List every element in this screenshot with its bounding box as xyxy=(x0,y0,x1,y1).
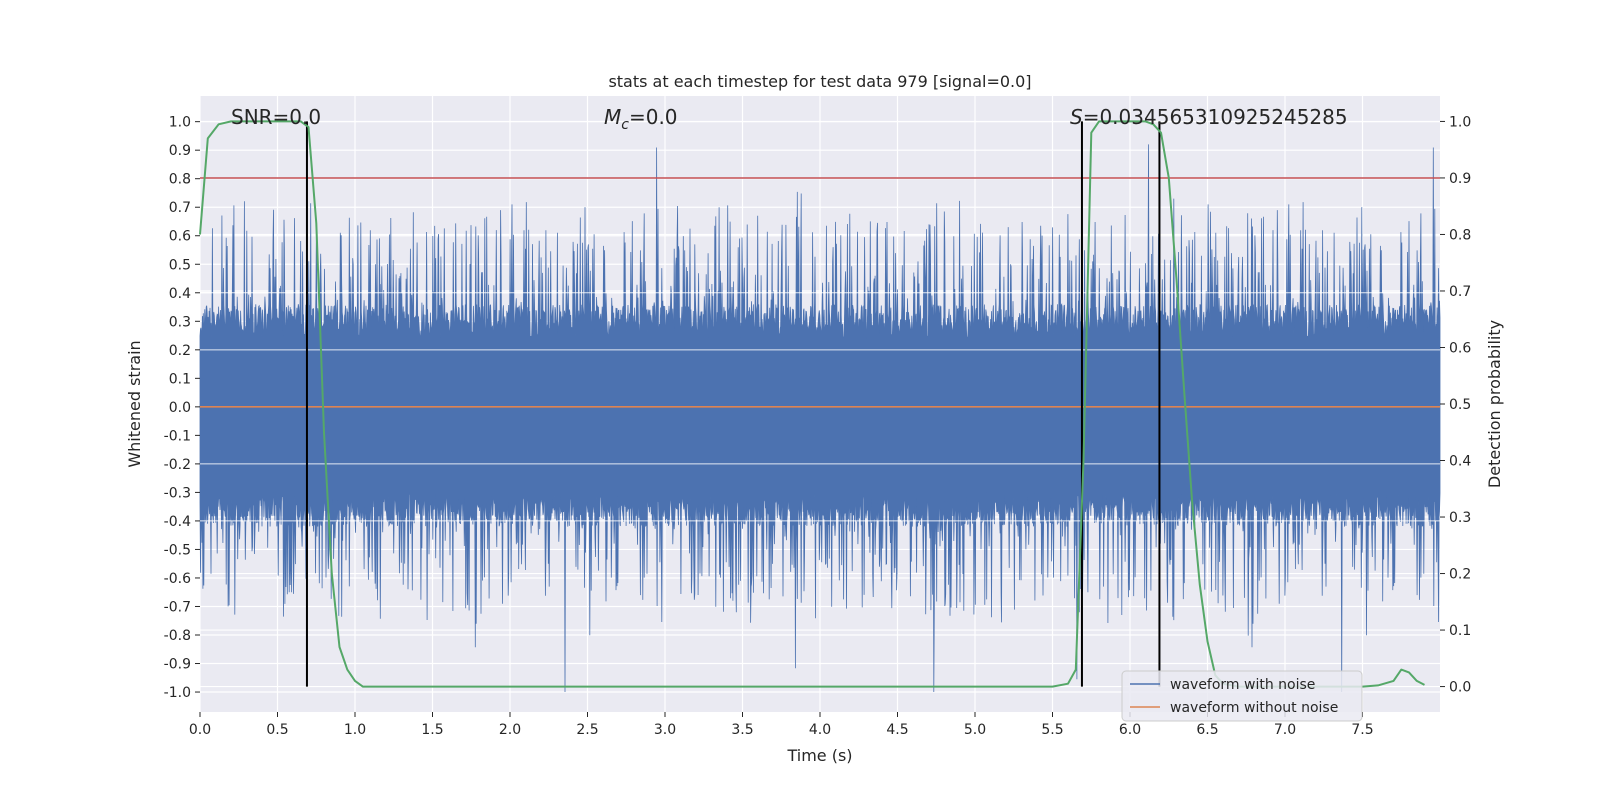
x-tick-label: 5.5 xyxy=(1041,722,1063,738)
y2-tick-label: 0.3 xyxy=(1449,510,1471,526)
vertical-lines xyxy=(305,121,1161,687)
y-tick-label: -0.9 xyxy=(164,657,191,673)
y-tick-label: 1.0 xyxy=(169,115,191,131)
y-axis-label: Whitened strain xyxy=(125,340,144,467)
y-tick-label: 0.6 xyxy=(169,229,191,245)
y-tick-label: 0.9 xyxy=(169,143,191,159)
y-tick-label: -0.4 xyxy=(164,514,191,530)
legend-label-waveform-without-noise: waveform without noise xyxy=(1170,700,1338,716)
mc-annotation: Mc=0.0 xyxy=(604,105,678,133)
y2-axis-label: Detection probability xyxy=(1485,320,1504,488)
legend: waveform with noise waveform without noi… xyxy=(1121,670,1363,722)
y-tick-label: 0.7 xyxy=(169,200,191,216)
s-value: =0.034565310925245285 xyxy=(1083,105,1348,129)
x-tick-label: 7.0 xyxy=(1274,722,1296,738)
x-tick-label: 1.5 xyxy=(421,722,443,738)
y-tick-label: 0.4 xyxy=(169,286,191,302)
y-tick-label: -0.8 xyxy=(164,628,191,644)
y-axis-ticks: 1.0 0.9 0.8 0.7 0.6 0.5 0.4 0.3 0.2 0.1 0.0 -0.1 -0.… xyxy=(164,115,200,701)
x-tick-label: 0.0 xyxy=(189,722,211,738)
y2-tick-label: 0.5 xyxy=(1449,397,1471,413)
y2-tick-label: 0.2 xyxy=(1449,567,1471,583)
x-tick-label: 7.5 xyxy=(1351,722,1373,738)
x-tick-label: 0.5 xyxy=(266,722,288,738)
x-tick-label: 3.5 xyxy=(731,722,753,738)
waveform-with-noise-series xyxy=(199,144,1441,693)
x-tick-label: 4.0 xyxy=(809,722,831,738)
y-tick-label: 0.2 xyxy=(169,343,191,359)
x-axis-ticks: 0.0 0.5 1.0 1.5 2.0 2.5 3.0 3.5 4.0 4.5 5.0 5.5 6.0 6… xyxy=(189,712,1374,738)
x-tick-label: 2.5 xyxy=(576,722,598,738)
chart-title: stats at each timestep for test data 979… xyxy=(608,72,1031,91)
y-tick-label: -0.7 xyxy=(164,599,191,615)
s-annotation: S=0.034565310925245285 xyxy=(1070,105,1348,129)
mc-symbol: M xyxy=(604,105,621,129)
y-tick-label: -0.5 xyxy=(164,542,191,558)
y2-tick-label: 0.1 xyxy=(1449,623,1471,639)
y2-tick-label: 0.7 xyxy=(1449,284,1471,300)
x-tick-label: 4.5 xyxy=(886,722,908,738)
y-tick-label: -0.1 xyxy=(164,428,191,444)
x-tick-label: 6.5 xyxy=(1196,722,1218,738)
y2-tick-label: 0.4 xyxy=(1449,454,1471,470)
y-tick-label: 0.3 xyxy=(169,314,191,330)
x-axis-label: Time (s) xyxy=(786,746,852,765)
y-tick-label: 0.5 xyxy=(169,257,191,273)
snr-annotation: SNR=0.0 xyxy=(231,105,321,129)
s-symbol: S xyxy=(1070,105,1083,129)
x-tick-label: 2.0 xyxy=(499,722,521,738)
y2-tick-label: 0.6 xyxy=(1449,340,1471,356)
y2-tick-label: 1.0 xyxy=(1449,114,1471,130)
y-tick-label: 0.8 xyxy=(169,172,191,188)
legend-label-waveform-with-noise: waveform with noise xyxy=(1170,677,1315,693)
y-tick-label: -0.3 xyxy=(164,485,191,501)
x-tick-label: 5.0 xyxy=(964,722,986,738)
waveform-with-noise-band xyxy=(199,144,1441,693)
y2-tick-label: 0.0 xyxy=(1449,680,1471,696)
mc-value: =0.0 xyxy=(629,105,678,129)
y-tick-label: 0.1 xyxy=(169,371,191,387)
legend-box xyxy=(1121,670,1363,722)
y2-tick-label: 0.9 xyxy=(1449,171,1471,187)
y-tick-label: -0.2 xyxy=(164,457,191,473)
y2-tick-label: 0.8 xyxy=(1449,227,1471,243)
y-tick-label: -1.0 xyxy=(164,685,191,701)
y2-axis-ticks: 1.0 0.9 0.8 0.7 0.6 0.5 0.4 0.3 0.2 0.1 0.0 xyxy=(1440,114,1471,696)
y-tick-label: -0.6 xyxy=(164,571,191,587)
y-tick-label: 0.0 xyxy=(169,400,191,416)
mc-subscript: c xyxy=(621,117,629,133)
x-tick-label: 3.0 xyxy=(654,722,676,738)
x-tick-label: 1.0 xyxy=(344,722,366,738)
x-tick-label: 6.0 xyxy=(1119,722,1141,738)
